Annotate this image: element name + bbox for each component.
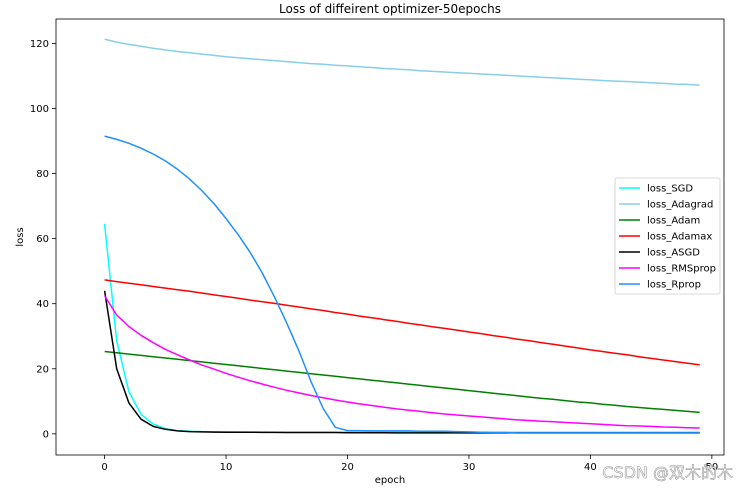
series-line-loss-adam [104, 350, 700, 414]
legend-label-loss-sgd: loss_SGD [647, 184, 693, 195]
x-tick-label: 0 [101, 462, 107, 473]
x-tick-label: 20 [341, 462, 354, 473]
series-line-loss-rmsprop [103, 295, 700, 429]
y-tick-label: 120 [30, 39, 49, 50]
legend-label-loss-rprop: loss_Rprop [647, 280, 701, 291]
series-lines [103, 38, 700, 434]
watermark: CSDN @双木的木 [602, 463, 733, 482]
y-tick-label: 40 [36, 299, 49, 310]
series-line-loss-adagrad [104, 38, 700, 86]
legend-label-loss-adam: loss_Adam [647, 216, 700, 227]
y-tick-label: 100 [30, 104, 49, 115]
legend-label-loss-asgd: loss_ASGD [647, 248, 700, 259]
legend-label-loss-adamax: loss_Adamax [647, 232, 712, 243]
legend: loss_SGD loss_Adagrad loss_Adam loss_Adamax… [614, 177, 721, 295]
x-tick-label: 30 [463, 462, 476, 473]
x-tick-label: 50 [705, 462, 718, 473]
chart-title: Loss of diffeirent optimizer-50epochs [279, 2, 501, 16]
y-tick-label: 20 [36, 364, 49, 375]
x-tick-label: 10 [220, 462, 233, 473]
legend-label-loss-rmsprop: loss_RMSprop [647, 264, 716, 275]
y-tick-label: 0 [43, 429, 49, 440]
legend-box [614, 177, 721, 295]
y-tick-label: 60 [36, 234, 49, 245]
x-axis-label: epoch [375, 475, 405, 486]
series-line-loss-rprop [104, 135, 700, 434]
series-line-loss-adamax [104, 279, 700, 366]
y-axis-label: loss [15, 227, 26, 246]
legend-label-loss-adagrad: loss_Adagrad [647, 200, 713, 211]
axis-ticks: 0 10 20 30 40 50 0 20 40 60 80 100 120 [30, 39, 718, 473]
x-tick-label: 40 [584, 462, 597, 473]
y-tick-label: 80 [36, 169, 49, 180]
